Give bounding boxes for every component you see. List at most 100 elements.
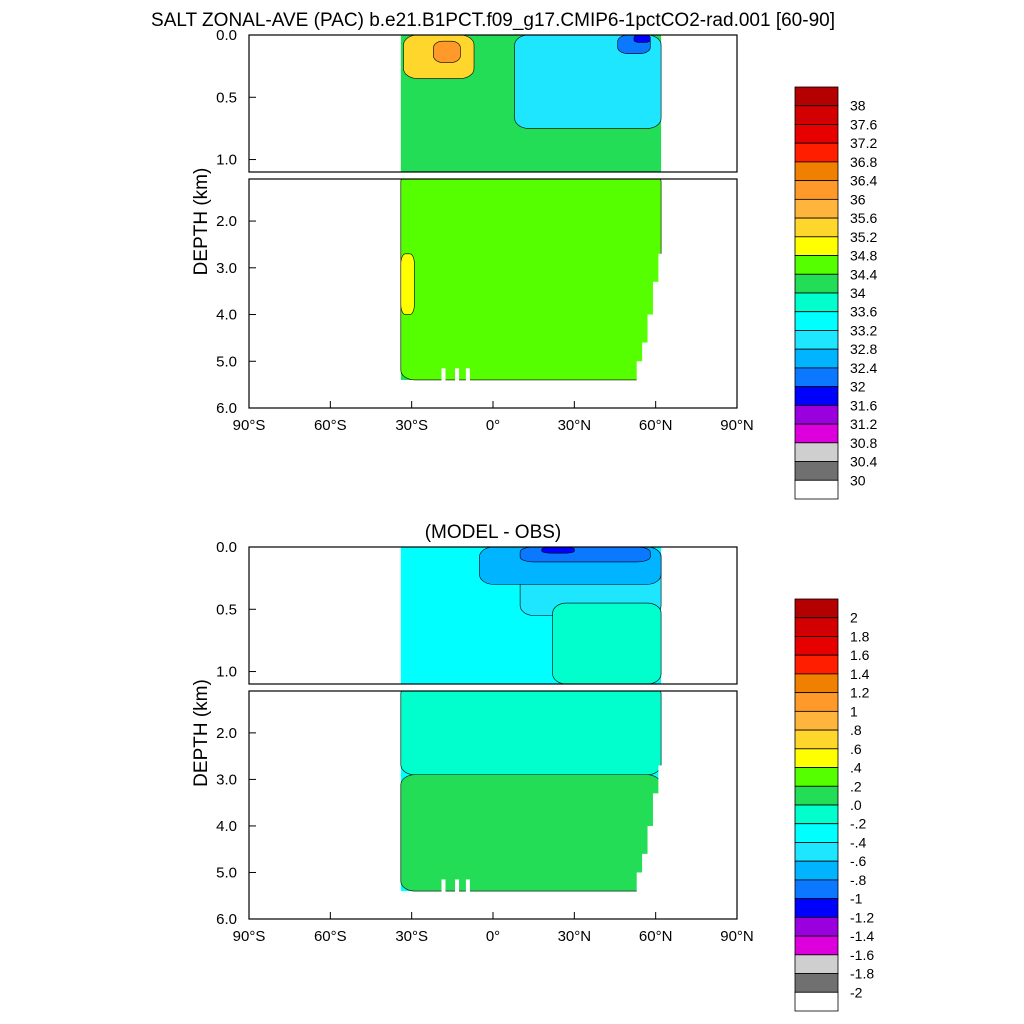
panel-1-seafloor-gap-0 <box>441 368 446 381</box>
panel-1-colorbar-box <box>794 86 839 107</box>
panel-2-ytick-label: 6.0 <box>216 911 237 928</box>
panel-1-colorbar-label: 31.2 <box>850 416 877 432</box>
panel-1-ytick-label: 2.0 <box>216 213 237 230</box>
panel-2-seafloor-gap-2 <box>465 879 470 893</box>
panel-1-field-upper <box>400 35 662 172</box>
panel-2-colorbar-label: -1.4 <box>850 928 874 944</box>
panel-1-xtick-label: 90°S <box>233 417 266 434</box>
panel-1-xtick-label: 60°N <box>639 417 673 434</box>
panel-2-xtick-label: 30°N <box>558 928 592 945</box>
panel-2-colorbar-label: .2 <box>850 778 862 794</box>
panel-1-topography-mask <box>441 253 663 381</box>
panel-2-ytick-label: 2.0 <box>216 725 237 742</box>
panel-1-field-lower <box>400 179 662 381</box>
panel-2-colorbar-label: -.4 <box>850 834 867 850</box>
panel-2-region-3 <box>541 547 575 554</box>
panel-1-frame-upper <box>248 34 738 173</box>
panel-1-seafloor-gap-2 <box>465 368 470 381</box>
panel-1-colorbar-box <box>794 273 839 294</box>
panel-1-colorbar-box <box>794 124 839 144</box>
panel-1-seafloor-gap-1 <box>455 368 460 381</box>
panel-2-ylabel: DEPTH (km) <box>191 679 212 787</box>
panel-2-colorbar-box <box>794 785 839 806</box>
panel-1-plot: 90°S 60°S 30°S 0° 30°N 60°N 90°N 0.0 0.5 1.0 2.0 3.… <box>191 27 877 500</box>
panel-1-colorbar-box <box>794 292 839 313</box>
panel-1-xtick-label: 30°S <box>395 417 428 434</box>
panel-1-colorbar-box <box>794 180 839 200</box>
panel-2-colorbar-label: .0 <box>850 797 862 813</box>
panel-2-colorbar-label: 1.4 <box>850 666 870 682</box>
panel-1-colorbar-label: 34.8 <box>850 248 877 264</box>
panel-2-colorbar-label: 1.8 <box>850 628 870 644</box>
panel-2-colorbar-box <box>794 916 839 937</box>
panel-1-ytick-label: 3.0 <box>216 260 237 277</box>
panel-1-ytick-label: 6.0 <box>216 400 237 417</box>
panel-1-colorbar-box <box>794 161 839 182</box>
panel-2-colorbar-label: -.8 <box>850 872 867 888</box>
panel-1-colorbar-box <box>794 423 839 444</box>
panel-2-colorbar-label: 1.2 <box>850 685 870 701</box>
panel-1-region-2 <box>514 35 662 129</box>
panel-1-colorbar-label: 30 <box>850 472 866 488</box>
panel-2-colorbar-box <box>794 617 839 637</box>
panel-1-region-1 <box>433 40 461 63</box>
panel-2-colorbar-label: 1.6 <box>850 647 870 663</box>
panel-1-colorbar-box <box>794 386 839 406</box>
panel-2-colorbar-label: .4 <box>850 760 862 776</box>
panel-1-colorbar-box <box>794 348 839 369</box>
panel-1-colorbar-label: 31.6 <box>850 397 877 413</box>
panel-2-ytick-label: 3.0 <box>216 771 237 788</box>
panel-2-colorbar-box <box>794 935 839 956</box>
panel-2-colorbar-label: -1.6 <box>850 947 874 963</box>
panel-1-colorbar-label: 36 <box>850 191 866 207</box>
panel-2-colorbar-box <box>794 692 839 712</box>
panel-2-colorbar-box <box>794 710 839 731</box>
panel-2-colorbar-box <box>794 767 839 787</box>
panel-1-colorbar-box <box>794 217 839 238</box>
panel-2-colorbar-box <box>794 673 839 694</box>
panel-1-ytick-label: 4.0 <box>216 307 237 324</box>
panel-1-colorbar-label: 34 <box>850 285 866 301</box>
panel-2-ytick-label: 4.0 <box>216 818 237 835</box>
panel-1-colorbar-box <box>794 367 839 388</box>
panel-1-colorbar-label: 35.6 <box>850 210 877 226</box>
panel-1-ytick-label: 5.0 <box>216 353 237 370</box>
panel-2-colorbar-box <box>794 991 839 1012</box>
panel-2-ytick-label: 1.0 <box>216 664 237 681</box>
panel-2-field-upper <box>400 547 662 684</box>
panel-2-xtick-label: 90°N <box>720 928 754 945</box>
panel-1-colorbar-box <box>794 236 839 256</box>
panel-2-colorbar-box <box>794 804 839 825</box>
panel-1-colorbar-label: 32 <box>850 379 866 395</box>
panel-1-region-6 <box>400 253 415 315</box>
panel-2-colorbar-label: 1 <box>850 703 858 719</box>
panel-1-colorbar-label: 35.2 <box>850 229 877 245</box>
panel-1-colorbar-label: 33.2 <box>850 322 877 338</box>
panel-2-xtick-label: 60°S <box>314 928 347 945</box>
panel-1-colorbar-label: 30.4 <box>850 454 877 470</box>
figure-title: SALT ZONAL-AVE (PAC) b.e21.B1PCT.f09_g17… <box>151 10 835 31</box>
panel-1-colorbar-label: 32.4 <box>850 360 877 376</box>
panel-2-region-5 <box>400 691 662 776</box>
panel-1-topography-step-4 <box>636 361 663 381</box>
panel-1-colorbar-box <box>794 142 839 163</box>
panel-2-colorbar-box <box>794 860 839 881</box>
panel-2-colorbar-label: -2 <box>850 984 863 1000</box>
panel-1-colorbar-box <box>794 255 839 275</box>
panel-2-region-4 <box>552 602 662 684</box>
panel-2-colorbar-box <box>794 748 839 768</box>
panel-2-field-lower <box>400 691 662 892</box>
panel-1-region-4 <box>633 35 651 43</box>
panel-2-ytick-label: 0.5 <box>216 601 237 618</box>
panel-1-xtick-label: 30°N <box>558 417 592 434</box>
panel-1-colorbar-box <box>794 311 839 331</box>
panel-2-region-2 <box>519 547 651 563</box>
panel-1-colorbar-label: 30.8 <box>850 435 877 451</box>
panel-1-ylabel: DEPTH (km) <box>191 168 212 276</box>
panel-2-frame-upper <box>248 546 738 685</box>
panel-2-colorbar-box <box>794 654 839 675</box>
panel-2-colorbar-label: -.2 <box>850 816 867 832</box>
panel-2-colorbar-label: .8 <box>850 722 862 738</box>
panel-1-colorbar-label: 34.4 <box>850 266 877 282</box>
